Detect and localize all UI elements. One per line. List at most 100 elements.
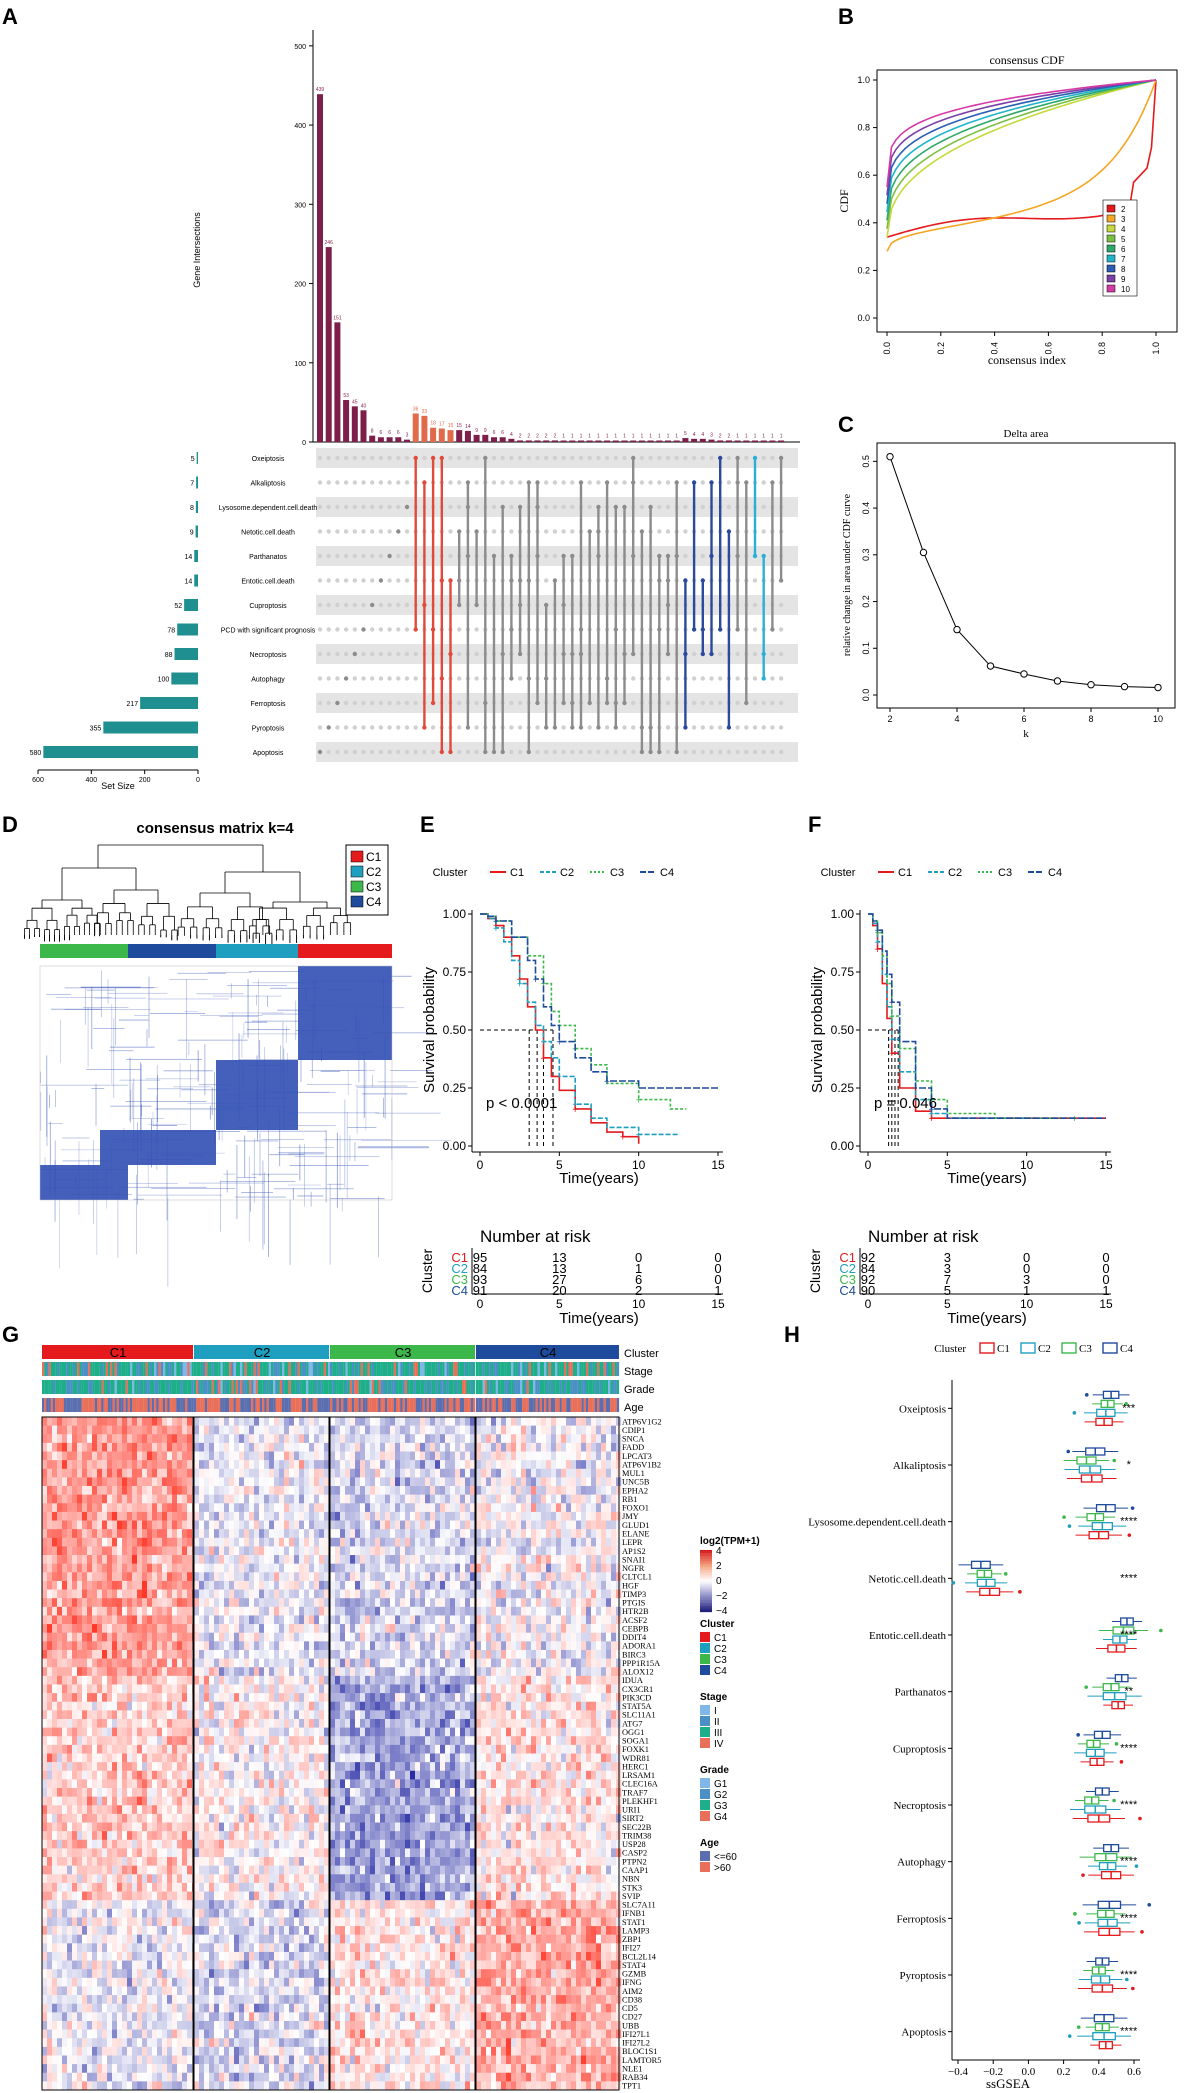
panel-a-bar-label: 2 bbox=[527, 433, 530, 439]
panel-g-heat-cell bbox=[167, 1425, 173, 1435]
panel-g-heat-cell bbox=[340, 1468, 346, 1478]
panel-g-heat-cell bbox=[259, 1434, 265, 1444]
panel-g-heat-cell bbox=[531, 1572, 537, 1582]
panel-g-heat-cell bbox=[355, 1451, 361, 1461]
panel-g-heat-cell bbox=[430, 1520, 436, 1530]
panel-g-annot-cell bbox=[328, 1380, 331, 1394]
panel-g-heat-cell bbox=[395, 1451, 401, 1461]
panel-g-annot-cell bbox=[136, 1398, 139, 1412]
panel-g-heat-cell bbox=[576, 1529, 582, 1539]
panel-d-matrix-streak bbox=[131, 1118, 165, 1119]
panel-g-heat-cell bbox=[244, 1511, 250, 1521]
panel-g-heat-cell bbox=[274, 1529, 280, 1539]
panel-g-heat-cell bbox=[319, 1442, 325, 1452]
panel-g-cluster-label: C4 bbox=[540, 1345, 557, 1360]
panel-g-heat-cell bbox=[102, 1503, 108, 1513]
panel-g-heat-cell bbox=[551, 1451, 557, 1461]
panel-km-risk-value: 7 bbox=[944, 1272, 951, 1287]
panel-g-heat-cell bbox=[284, 1434, 290, 1444]
panel-g-heat-cell bbox=[365, 1563, 371, 1573]
panel-g-heat-cell bbox=[112, 1451, 118, 1461]
panel-g-heat-cell bbox=[576, 1417, 582, 1426]
panel-g-annot-cell bbox=[603, 1398, 606, 1412]
panel-g-heat-cell bbox=[440, 1442, 446, 1452]
panel-g-annot-cell bbox=[132, 1398, 135, 1412]
panel-g-annot-cell bbox=[470, 1380, 474, 1394]
panel-g-heat-cell bbox=[244, 1442, 250, 1452]
panel-g-heat-cell bbox=[511, 1451, 517, 1461]
panel-g-heat-cell bbox=[162, 1563, 168, 1573]
panel-g-heat-cell bbox=[435, 1477, 441, 1487]
panel-g-annot-cell bbox=[171, 1380, 175, 1394]
panel-g-annot-cell bbox=[262, 1362, 265, 1376]
panel-g-annot-cell bbox=[579, 1398, 582, 1412]
panel-g-heat-cell bbox=[112, 1417, 118, 1426]
panel-a-bar-label: 36 bbox=[413, 406, 419, 412]
panel-g-heat-cell bbox=[294, 1486, 300, 1495]
panel-g-annot-cell bbox=[557, 1398, 560, 1412]
panel-a-matrix-dot bbox=[561, 725, 566, 730]
panel-g-heat-cell bbox=[314, 1563, 320, 1573]
panel-g-heat-cell bbox=[77, 1468, 83, 1478]
panel-d-matrix-streak bbox=[162, 1154, 203, 1156]
panel-g-heat-cell bbox=[102, 1520, 108, 1530]
panel-g-heat-cell bbox=[264, 1442, 270, 1452]
panel-g-heat-cell bbox=[481, 1572, 487, 1582]
panel-g-heat-cell bbox=[566, 1537, 572, 1547]
panel-g-heat-cell bbox=[77, 1598, 83, 1608]
panel-d-matrix-streak bbox=[320, 1071, 340, 1072]
panel-g-heat-cell bbox=[122, 1555, 128, 1564]
panel-g-heat-cell bbox=[249, 1468, 255, 1478]
panel-g-heat-cell bbox=[259, 1589, 265, 1599]
panel-g-heat-cell bbox=[97, 1529, 103, 1539]
panel-g-annot-cell bbox=[180, 1398, 183, 1412]
panel-g-heat-cell bbox=[92, 1589, 98, 1599]
panel-a-set-bar bbox=[43, 746, 199, 758]
panel-g-heat-cell bbox=[82, 1546, 88, 1556]
panel-d-matrix-streak bbox=[288, 1153, 324, 1155]
panel-g-heat-cell bbox=[571, 1537, 577, 1547]
panel-g-annot-cell bbox=[275, 1398, 278, 1412]
panel-g-heat-cell bbox=[264, 1546, 270, 1556]
panel-g-heat-cell bbox=[340, 1555, 346, 1564]
panel-g-heat-cell bbox=[142, 1442, 148, 1452]
panel-d-matrix-streak bbox=[237, 1176, 257, 1178]
panel-g-heat-cell bbox=[269, 1417, 275, 1426]
panel-c-point bbox=[986, 662, 995, 670]
panel-d-matrix-streak bbox=[257, 1078, 258, 1142]
panel-b-consensus-cdf: B consensus CDF 0.00.00.20.20.40.40.60.6… bbox=[837, 4, 1178, 367]
panel-d-matrix-streak bbox=[60, 1149, 138, 1151]
panel-g-heat-cell bbox=[294, 1442, 300, 1452]
panel-g-annot-cell bbox=[440, 1362, 443, 1376]
panel-g-heat-cell bbox=[214, 1572, 220, 1582]
panel-g-annot-cell bbox=[61, 1398, 65, 1412]
panel-a-matrix-dot bbox=[735, 651, 740, 657]
panel-g-heat-cell bbox=[516, 1580, 522, 1590]
panel-g-annot-cell bbox=[367, 1380, 370, 1394]
panel-g-heat-cell bbox=[350, 1451, 356, 1461]
panel-g-heat-cell bbox=[137, 1572, 143, 1582]
panel-g-heat-cell bbox=[345, 1468, 351, 1478]
panel-d-matrix-streak bbox=[188, 1182, 265, 1184]
panel-g-annot-cell bbox=[44, 1398, 47, 1412]
panel-d-matrix-streak bbox=[140, 1159, 192, 1161]
panel-g-annot-cell bbox=[224, 1398, 228, 1412]
panel-g-heat-cell bbox=[450, 1537, 456, 1547]
panel-g-heat-cell bbox=[556, 1434, 562, 1444]
panel-a-matrix-dot bbox=[700, 504, 705, 510]
panel-g-heat-cell bbox=[309, 1511, 315, 1521]
panel-g-heat-cell bbox=[294, 1520, 300, 1530]
panel-g-heat-cell bbox=[172, 1425, 178, 1435]
panel-g-annot-cell bbox=[599, 1398, 602, 1412]
panel-g-annot-cell bbox=[81, 1362, 84, 1376]
panel-g-heat-cell bbox=[410, 1442, 416, 1452]
panel-g-annot-cell bbox=[169, 1380, 172, 1394]
panel-g-annot-cell bbox=[365, 1380, 368, 1394]
panel-g-annot-cell bbox=[249, 1398, 252, 1412]
panel-g-heat-cell bbox=[239, 1520, 245, 1530]
panel-g-heat-cell bbox=[284, 1417, 290, 1426]
panel-g-heat-cell bbox=[187, 1511, 193, 1521]
panel-g-heat-cell bbox=[162, 1580, 168, 1590]
panel-d-matrix-streak bbox=[109, 1046, 155, 1048]
panel-g-heat-cell bbox=[194, 1477, 200, 1487]
